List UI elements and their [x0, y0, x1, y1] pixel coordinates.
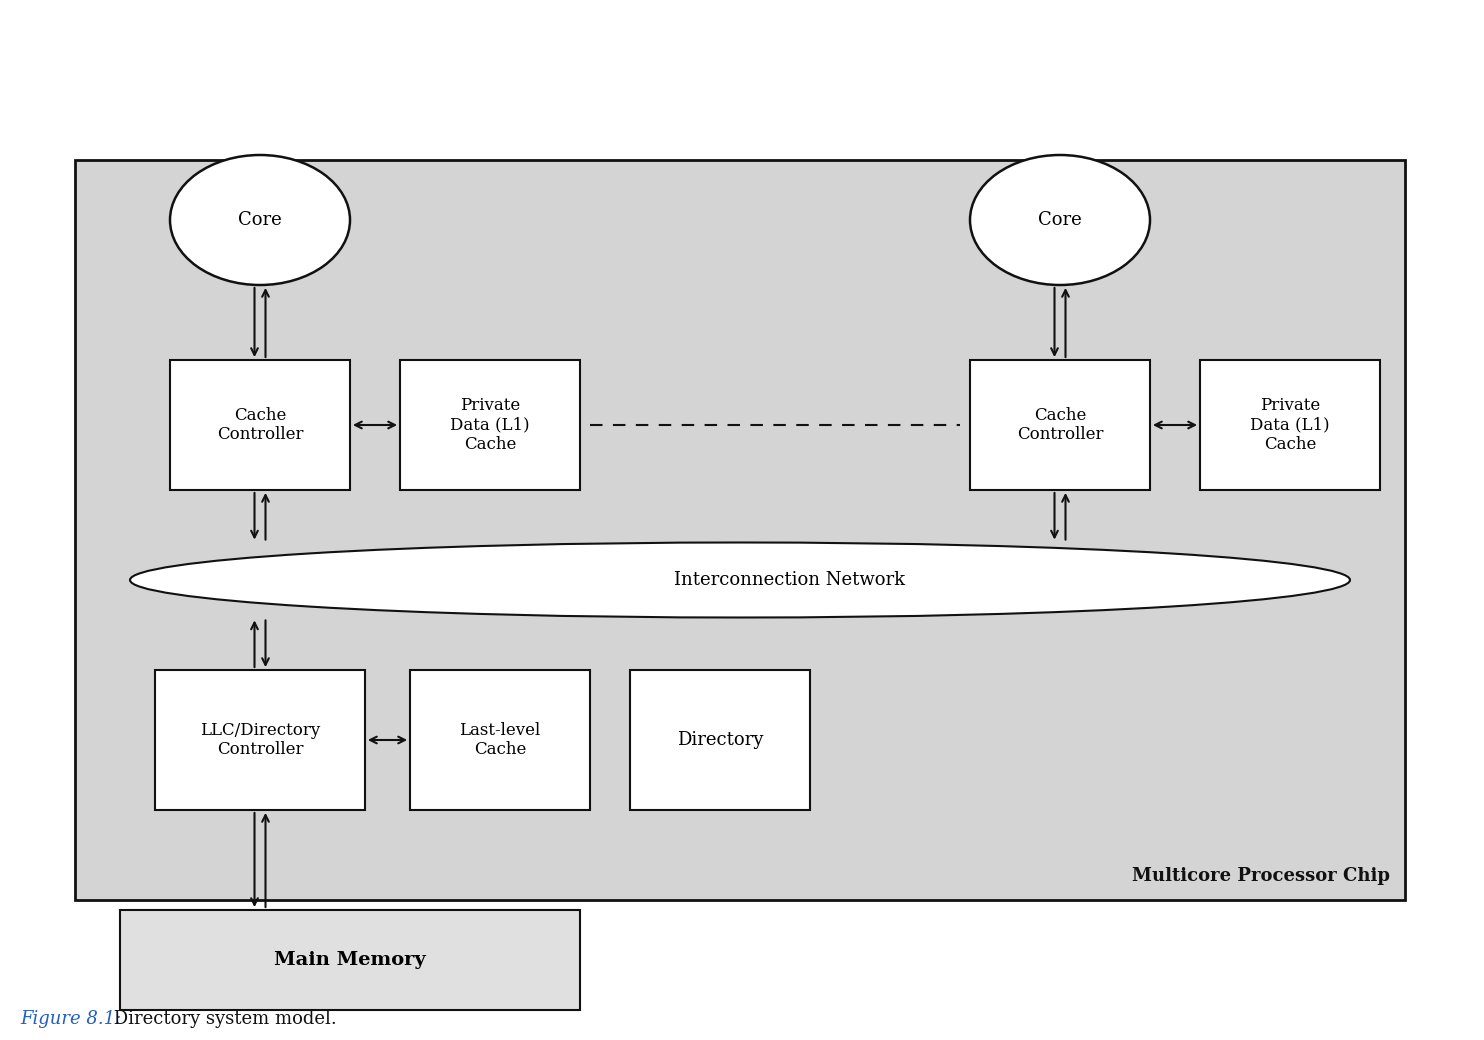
Text: Private
Data (L1)
Cache: Private Data (L1) Cache	[1250, 397, 1330, 453]
Text: Directory: Directory	[677, 731, 763, 749]
Bar	[410, 670, 591, 810]
Text: Cache
Controller: Cache Controller	[1017, 407, 1103, 443]
Bar	[171, 360, 350, 490]
Bar	[1201, 360, 1380, 490]
Text: Private
Data (L1)
Cache: Private Data (L1) Cache	[450, 397, 530, 453]
Bar	[401, 360, 580, 490]
Text: Last-level
Cache: Last-level Cache	[460, 722, 540, 758]
Bar	[120, 910, 580, 1010]
Bar	[971, 360, 1150, 490]
Ellipse shape	[171, 155, 350, 285]
Text: Core: Core	[1039, 211, 1082, 229]
Bar	[631, 670, 810, 810]
Ellipse shape	[131, 543, 1350, 618]
Bar	[154, 670, 365, 810]
Text: LLC/Directory
Controller: LLC/Directory Controller	[200, 722, 321, 758]
Text: Core: Core	[237, 211, 282, 229]
Text: Interconnection Network: Interconnection Network	[674, 571, 905, 589]
Ellipse shape	[971, 155, 1150, 285]
Text: Main Memory: Main Memory	[275, 951, 426, 969]
Bar	[76, 160, 1405, 900]
Text: Multicore Processor Chip: Multicore Processor Chip	[1132, 867, 1391, 885]
Text: Figure 8.1:: Figure 8.1:	[19, 1010, 122, 1028]
Text: Cache
Controller: Cache Controller	[217, 407, 303, 443]
Text: Directory system model.: Directory system model.	[108, 1010, 337, 1028]
